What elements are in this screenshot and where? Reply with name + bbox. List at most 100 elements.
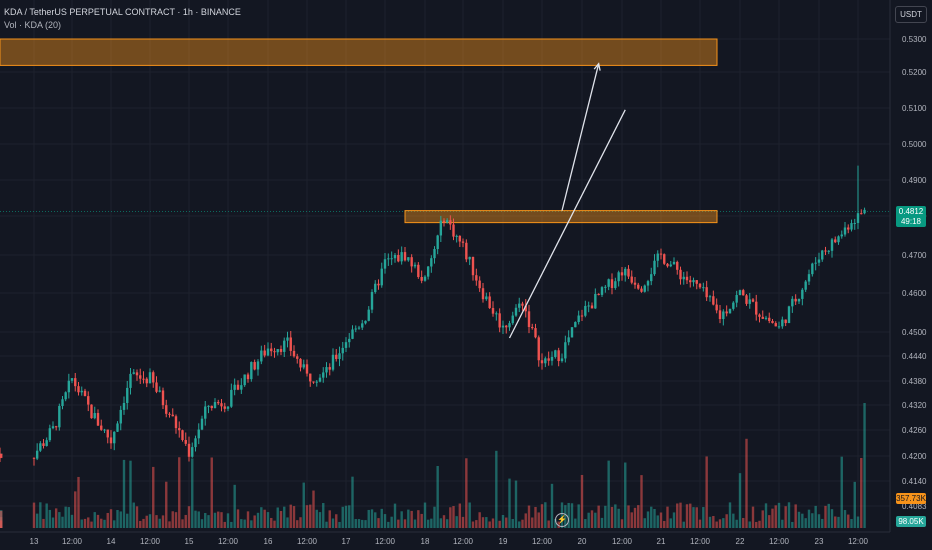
volume-bar: [109, 509, 113, 528]
volume-bar: [233, 484, 236, 528]
volume-bar: [824, 505, 827, 528]
candle-body: [856, 213, 860, 223]
candle-body: [417, 264, 420, 277]
volume-bar: [139, 520, 142, 528]
candle-body: [554, 350, 557, 357]
volume-bar: [468, 502, 471, 528]
candle-body: [246, 374, 250, 380]
volume-bar: [465, 458, 468, 528]
volume-bar: [420, 513, 423, 528]
candle-body: [184, 439, 187, 444]
volume-bar: [299, 517, 302, 528]
candle-body: [48, 428, 52, 441]
volume-bar: [113, 520, 116, 528]
candle-body: [501, 325, 505, 328]
volume-bar: [527, 505, 531, 528]
price-tick-label: 0.4200: [902, 452, 927, 461]
volume-bar: [357, 519, 361, 528]
candle-body: [659, 253, 663, 255]
volume-bar: [93, 512, 96, 528]
candle-body: [505, 325, 508, 328]
volume-bar: [774, 505, 777, 528]
volume-bar: [597, 505, 600, 528]
candle-body: [390, 258, 393, 260]
volume-bar: [351, 476, 354, 528]
time-tick-label: 20: [578, 537, 587, 546]
volume-bar: [39, 502, 42, 528]
volume-bar: [230, 521, 233, 528]
price-tick-label: 0.4700: [902, 251, 927, 260]
volume-bar: [393, 503, 397, 528]
volume-bar: [590, 510, 594, 528]
volume-bar: [761, 510, 764, 528]
candle-body: [564, 342, 567, 359]
candle-body: [755, 301, 758, 315]
volume-bar: [48, 509, 52, 528]
candle-body: [116, 423, 119, 432]
candle-body: [312, 381, 315, 383]
volume-bar: [702, 507, 705, 528]
volume-bar: [64, 506, 67, 528]
candle-body: [335, 354, 338, 359]
volume-bar: [240, 519, 243, 528]
candle-body: [174, 416, 178, 429]
candle-body: [387, 258, 390, 260]
volume-bar: [171, 511, 174, 528]
price-tick-label: 0.5100: [902, 104, 927, 113]
volume-bar: [0, 510, 3, 528]
candle-body: [663, 254, 666, 264]
supply-zones: [0, 38, 718, 224]
candle-body: [771, 321, 774, 324]
time-tick-label: 21: [657, 537, 666, 546]
volume-bar: [540, 504, 544, 528]
volume-bar: [223, 521, 226, 528]
candle-body: [461, 241, 465, 243]
candle-body: [732, 302, 735, 309]
volume-bar: [672, 512, 676, 528]
volume-bar: [646, 511, 650, 528]
candle-body: [292, 350, 296, 357]
volume-bar: [106, 512, 109, 528]
candle-body: [370, 292, 374, 310]
volume-bar: [103, 519, 106, 528]
candle-body: [853, 222, 856, 224]
bolt-icon[interactable]: ⚡: [555, 513, 569, 527]
volume-bar: [666, 506, 669, 528]
candle-body: [315, 381, 318, 383]
candle-body: [633, 282, 637, 285]
volume-bar: [77, 476, 80, 528]
volume-bar: [253, 515, 256, 528]
volume-bar: [847, 514, 850, 528]
volume-bar: [51, 517, 55, 528]
volume-bar: [152, 466, 155, 528]
volume-bar: [834, 516, 837, 528]
candle-body: [204, 406, 207, 419]
volume-bar: [604, 505, 607, 528]
volume-bar: [732, 513, 735, 528]
candle-body: [80, 390, 83, 393]
time-tick-label: 12:00: [848, 537, 869, 546]
arrow-head: [593, 62, 601, 71]
candle-body: [403, 252, 407, 261]
candle-body: [584, 305, 587, 316]
candle-body: [364, 320, 367, 324]
candle-body: [781, 319, 784, 327]
volume-bar: [383, 514, 387, 528]
volume-bar: [305, 505, 309, 528]
candle-body: [100, 425, 103, 430]
candle-body: [594, 293, 597, 309]
volume-bar: [768, 515, 771, 528]
candle-body: [637, 284, 640, 289]
currency-button[interactable]: USDT: [895, 6, 927, 23]
volume-bar: [322, 503, 325, 528]
candle-body: [666, 263, 669, 267]
volume-bar: [547, 520, 550, 528]
volume-bar: [748, 521, 751, 528]
volume-bar: [302, 482, 305, 528]
candle-body: [236, 384, 240, 390]
price-tick-label: 0.4320: [902, 401, 927, 410]
time-axis: 13 12:00 14 12:00 15 12:00 16 12:00 17 12:00 18 12:…: [0, 531, 890, 546]
time-tick-label: 12:00: [532, 537, 553, 546]
candle-body: [393, 254, 397, 259]
